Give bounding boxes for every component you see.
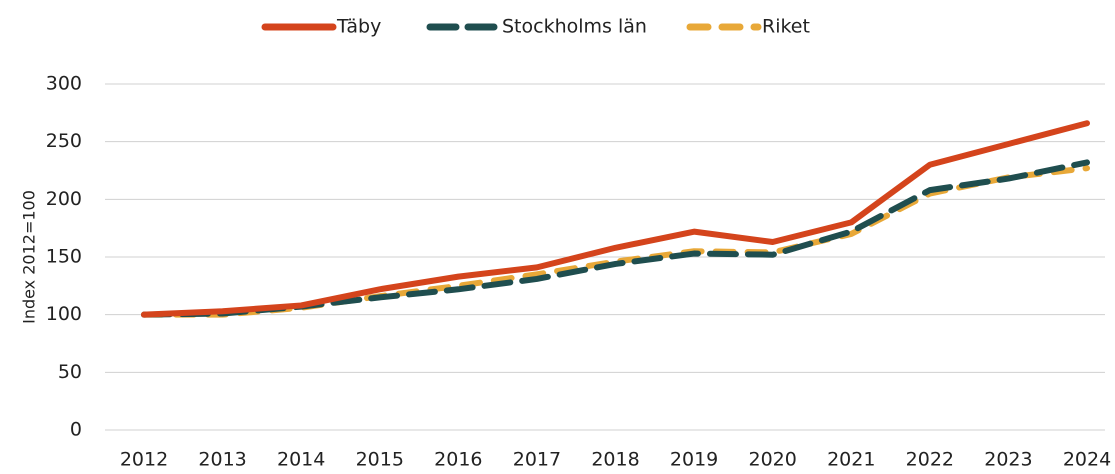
x-tick-label: 2015 [356, 449, 404, 471]
x-tick-label: 2017 [513, 449, 561, 471]
x-tick-label: 2021 [827, 449, 875, 471]
y-axis-label: Index 2012=100 [20, 190, 39, 324]
legend-label: Stockholms län [502, 16, 647, 38]
y-tick-label: 200 [46, 188, 82, 210]
legend-label: Riket [762, 16, 810, 38]
x-tick-label: 2023 [984, 449, 1032, 471]
series-line [141, 159, 1090, 318]
x-tick-label: 2024 [1063, 449, 1111, 471]
x-tick-label: 2022 [906, 449, 954, 471]
x-tick-label: 2018 [591, 449, 639, 471]
x-tick-label: 2013 [198, 449, 246, 471]
y-tick-label: 50 [58, 361, 82, 383]
y-tick-label: 250 [46, 130, 82, 152]
y-tick-label: 0 [70, 419, 82, 441]
x-tick-label: 2019 [670, 449, 718, 471]
x-tick-label: 2012 [120, 449, 168, 471]
series-line [141, 120, 1090, 318]
legend-label: Täby [336, 16, 381, 38]
y-tick-label: 300 [46, 73, 82, 95]
x-tick-label: 2016 [434, 449, 482, 471]
y-tick-label: 150 [46, 246, 82, 268]
x-tick-label: 2020 [748, 449, 796, 471]
y-tick-label: 100 [46, 303, 82, 325]
x-tick-label: 2014 [277, 449, 325, 471]
